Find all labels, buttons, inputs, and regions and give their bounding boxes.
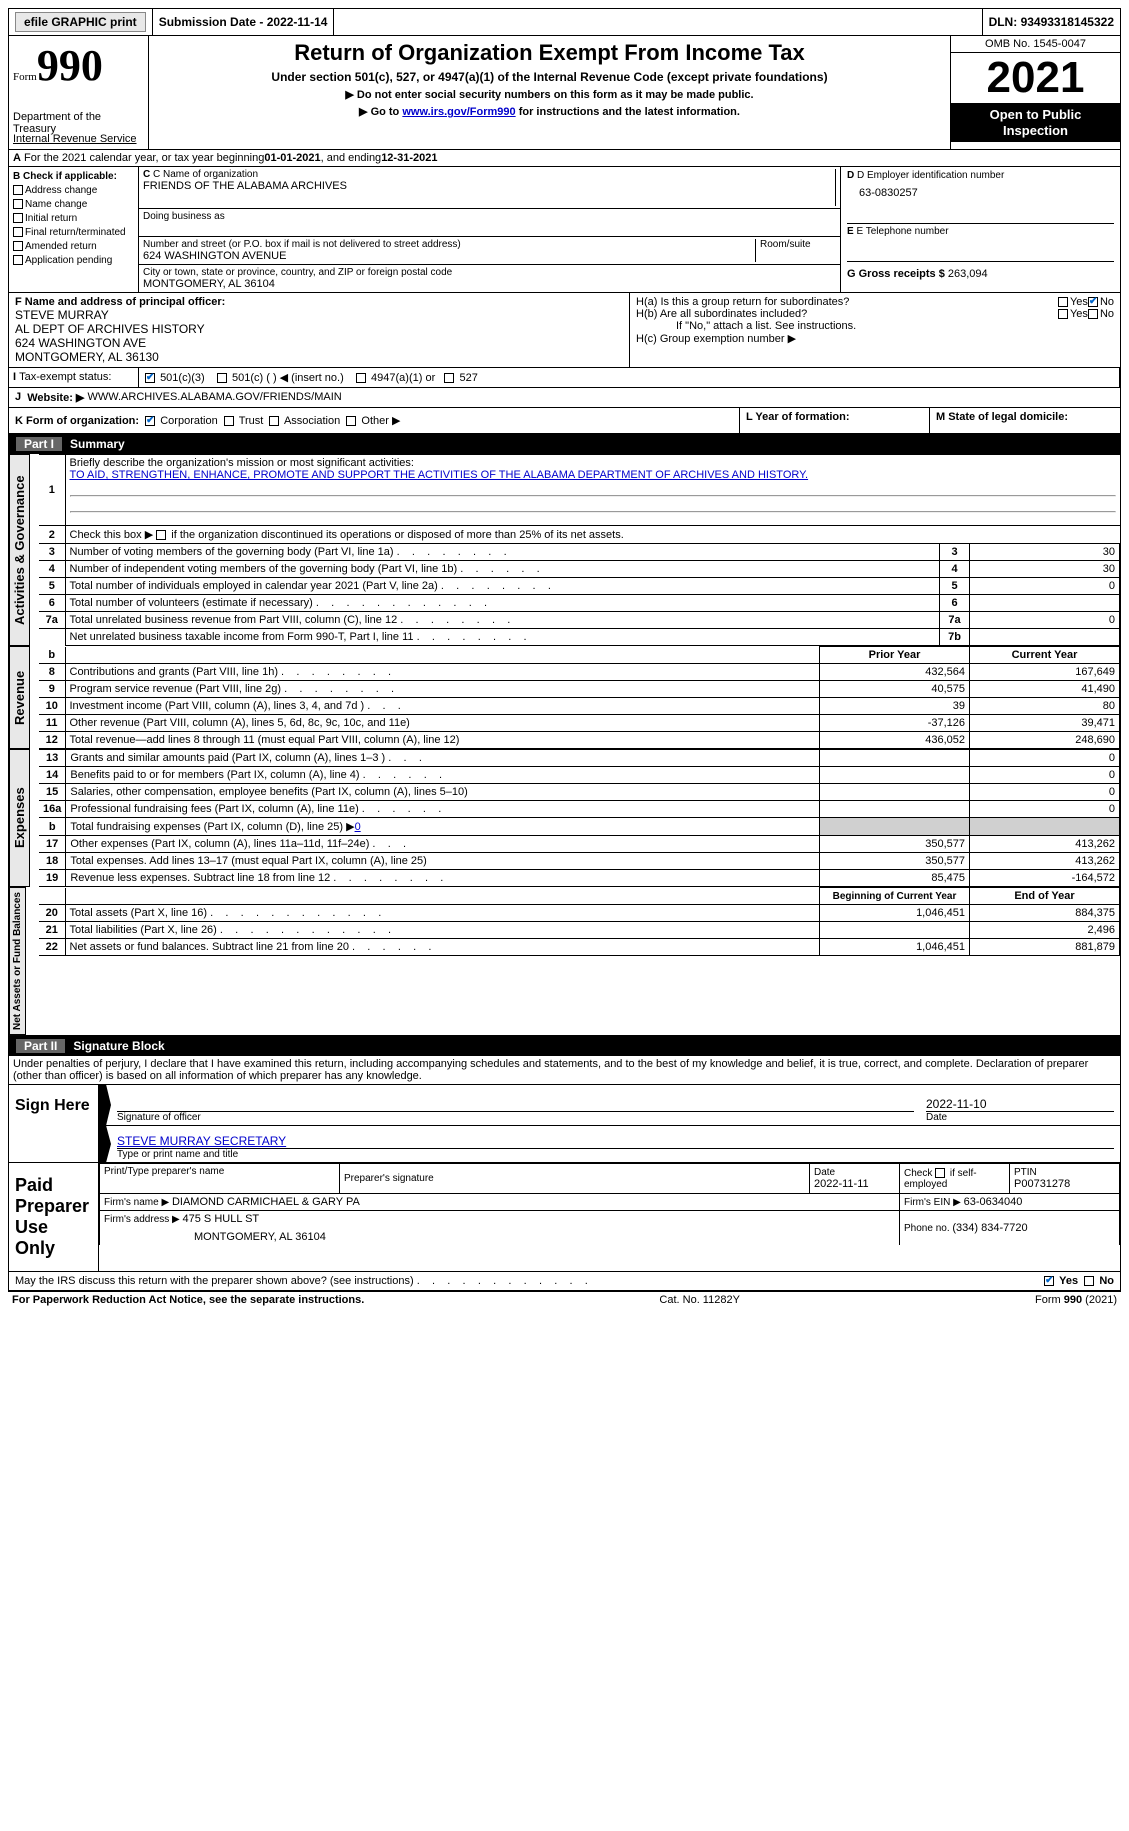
ck-corp[interactable] <box>145 416 155 426</box>
top-toolbar: efile GRAPHIC print Submission Date - 20… <box>8 8 1121 36</box>
side-revenue: Revenue <box>9 646 30 749</box>
expenses-section: Expenses 13Grants and similar amounts pa… <box>8 749 1121 887</box>
side-governance: Activities & Governance <box>9 454 30 646</box>
org-name: FRIENDS OF THE ALABAMA ARCHIVES <box>143 180 831 192</box>
checkbox-address-change[interactable] <box>13 185 23 195</box>
side-expenses: Expenses <box>9 749 30 887</box>
form-header: Form990 Department of the Treasury Inter… <box>8 36 1121 150</box>
checkbox-final-return[interactable] <box>13 227 23 237</box>
ck-527[interactable] <box>444 373 454 383</box>
netassets-section: Net Assets or Fund Balances Beginning of… <box>8 887 1121 1036</box>
identity-block: B Check if applicable: Address change Na… <box>8 167 1121 293</box>
checkbox-app-pending[interactable] <box>13 255 23 265</box>
form-title: Return of Organization Exempt From Incom… <box>157 40 942 66</box>
may-irs-row: May the IRS discuss this return with the… <box>8 1272 1121 1291</box>
hb-no[interactable] <box>1088 309 1098 319</box>
part1-header: Part ISummary <box>8 434 1121 454</box>
ck-discontinued[interactable] <box>156 530 166 540</box>
ein: 63-0830257 <box>847 181 1114 199</box>
irs-link[interactable]: www.irs.gov/Form990 <box>402 106 515 118</box>
klm-row: K Form of organization: Corporation Trus… <box>8 408 1121 434</box>
tax-status-row: I Tax-exempt status: 501(c)(3) 501(c) ( … <box>8 368 1121 388</box>
ha-no[interactable] <box>1088 297 1098 307</box>
ck-irs-yes[interactable] <box>1044 1276 1054 1286</box>
ck-trust[interactable] <box>224 416 234 426</box>
side-netassets: Net Assets or Fund Balances <box>9 887 26 1035</box>
revenue-section: Revenue bPrior YearCurrent Year 8Contrib… <box>8 646 1121 749</box>
hb-yes[interactable] <box>1058 309 1068 319</box>
checkbox-initial-return[interactable] <box>13 213 23 223</box>
principal-h-block: F Name and address of principal officer:… <box>8 293 1121 368</box>
ck-other[interactable] <box>346 416 356 426</box>
ck-irs-no[interactable] <box>1084 1276 1094 1286</box>
checkbox-amended[interactable] <box>13 241 23 251</box>
mission-text: TO AID, STRENGTHEN, ENHANCE, PROMOTE AND… <box>70 469 809 481</box>
form-footer: For Paperwork Reduction Act Notice, see … <box>8 1291 1121 1308</box>
ck-self-employed[interactable] <box>935 1168 945 1178</box>
ha-yes[interactable] <box>1058 297 1068 307</box>
ck-501c[interactable] <box>217 373 227 383</box>
summary-section: Activities & Governance 1 Briefly descri… <box>8 454 1121 646</box>
checkbox-col-b: B Check if applicable: Address change Na… <box>9 167 139 292</box>
ck-501c3[interactable] <box>145 373 155 383</box>
ck-4947[interactable] <box>356 373 366 383</box>
sign-here-block: Sign Here Signature of officer 2022-11-1… <box>8 1085 1121 1163</box>
efile-btn[interactable]: efile GRAPHIC print <box>9 9 153 35</box>
checkbox-name-change[interactable] <box>13 199 23 209</box>
part2-header: Part IISignature Block <box>8 1036 1121 1056</box>
perjury-text: Under penalties of perjury, I declare th… <box>8 1056 1121 1085</box>
submission-date: Submission Date - 2022-11-14 <box>153 9 335 35</box>
ck-assoc[interactable] <box>269 416 279 426</box>
website-row: J Website: ▶ WWW.ARCHIVES.ALABAMA.GOV/FR… <box>8 388 1121 408</box>
dln: DLN: 93493318145322 <box>983 9 1120 35</box>
line-a: A For the 2021 calendar year, or tax yea… <box>8 150 1121 167</box>
paid-preparer-block: Paid Preparer Use Only Print/Type prepar… <box>8 1163 1121 1272</box>
